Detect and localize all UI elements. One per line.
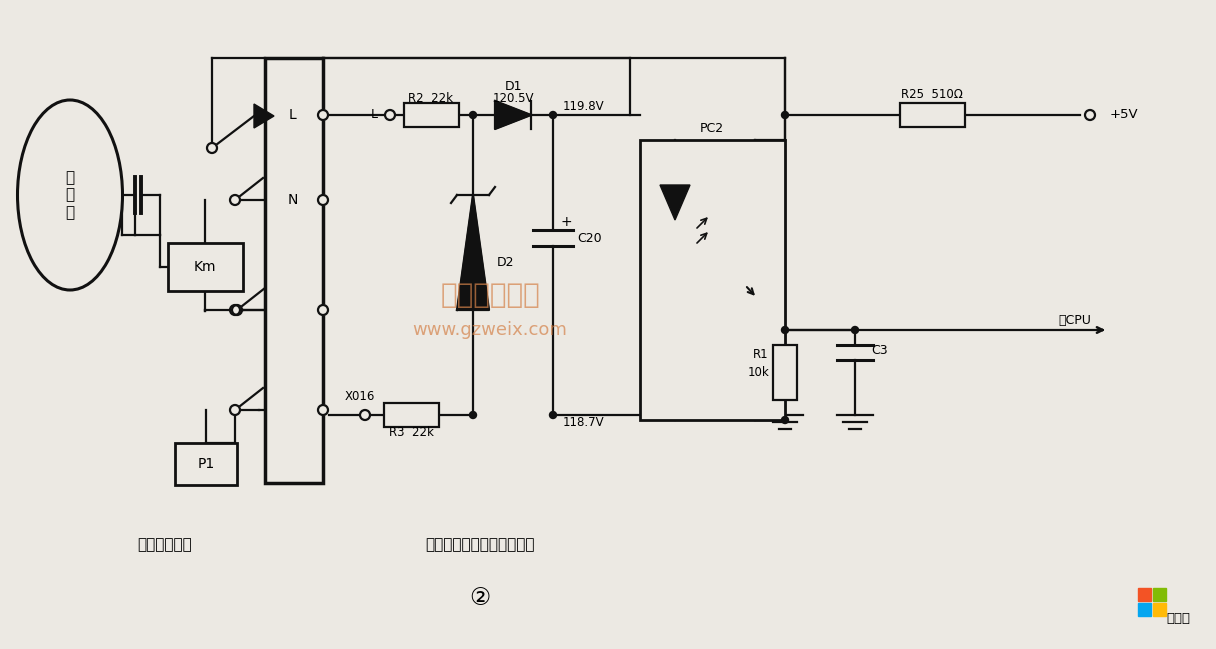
Bar — [1153, 603, 1166, 616]
Text: L: L — [371, 108, 378, 121]
Bar — [1138, 588, 1152, 601]
Circle shape — [550, 411, 557, 419]
Bar — [773, 345, 796, 400]
Text: 系统粉: 系统粉 — [1166, 611, 1190, 624]
Circle shape — [230, 195, 240, 205]
Text: C20: C20 — [578, 232, 602, 245]
Text: D2: D2 — [497, 256, 514, 269]
Circle shape — [782, 326, 788, 334]
Circle shape — [782, 112, 788, 119]
Bar — [1138, 603, 1152, 616]
Circle shape — [230, 305, 240, 315]
Circle shape — [469, 112, 477, 119]
Polygon shape — [457, 195, 489, 310]
Polygon shape — [660, 185, 689, 220]
Text: D1: D1 — [505, 80, 522, 93]
Circle shape — [782, 417, 788, 424]
Text: R1: R1 — [754, 349, 769, 361]
Text: 精通维修下载: 精通维修下载 — [440, 281, 540, 309]
Ellipse shape — [17, 100, 123, 290]
Bar — [640, 140, 786, 420]
Text: R3  22k: R3 22k — [389, 426, 433, 439]
Circle shape — [319, 305, 328, 315]
Circle shape — [319, 110, 328, 120]
Text: 压
缩
机: 压 缩 机 — [66, 170, 74, 220]
Polygon shape — [254, 104, 274, 128]
Circle shape — [207, 143, 216, 153]
Circle shape — [319, 405, 328, 415]
Text: 10k: 10k — [748, 367, 769, 380]
Text: 室外机接线图: 室外机接线图 — [137, 537, 192, 552]
Polygon shape — [495, 101, 531, 129]
Text: ②: ② — [469, 586, 490, 610]
Text: +5V: +5V — [1110, 108, 1138, 121]
Text: N: N — [288, 193, 298, 207]
Text: 118.7V: 118.7V — [562, 417, 604, 430]
Text: 室内机强电板高压保护电路: 室内机强电板高压保护电路 — [426, 537, 535, 552]
Circle shape — [230, 405, 240, 415]
Circle shape — [360, 410, 370, 420]
Bar — [1153, 588, 1166, 601]
Bar — [168, 243, 243, 291]
Circle shape — [469, 411, 477, 419]
Text: C3: C3 — [871, 343, 888, 356]
Circle shape — [851, 326, 858, 334]
Bar — [404, 103, 458, 127]
Text: X016: X016 — [345, 391, 376, 404]
Text: L: L — [289, 108, 297, 122]
Text: +: + — [561, 215, 573, 229]
Text: 至CPU: 至CPU — [1059, 313, 1092, 326]
Circle shape — [550, 112, 557, 119]
Text: P1: P1 — [197, 457, 215, 471]
Text: 119.8V: 119.8V — [562, 101, 604, 114]
Text: 120.5V: 120.5V — [492, 93, 534, 106]
Circle shape — [385, 110, 395, 120]
Text: R2  22k: R2 22k — [409, 92, 454, 104]
Bar — [384, 403, 439, 427]
Circle shape — [319, 195, 328, 205]
Text: R25  510Ω: R25 510Ω — [901, 88, 963, 101]
Bar — [900, 103, 966, 127]
Bar — [175, 443, 237, 485]
Text: PC2: PC2 — [700, 121, 724, 134]
Bar — [265, 58, 323, 483]
Circle shape — [1085, 110, 1094, 120]
Text: www.gzweix.com: www.gzweix.com — [412, 321, 568, 339]
Circle shape — [232, 305, 242, 315]
Text: Km: Km — [193, 260, 216, 274]
